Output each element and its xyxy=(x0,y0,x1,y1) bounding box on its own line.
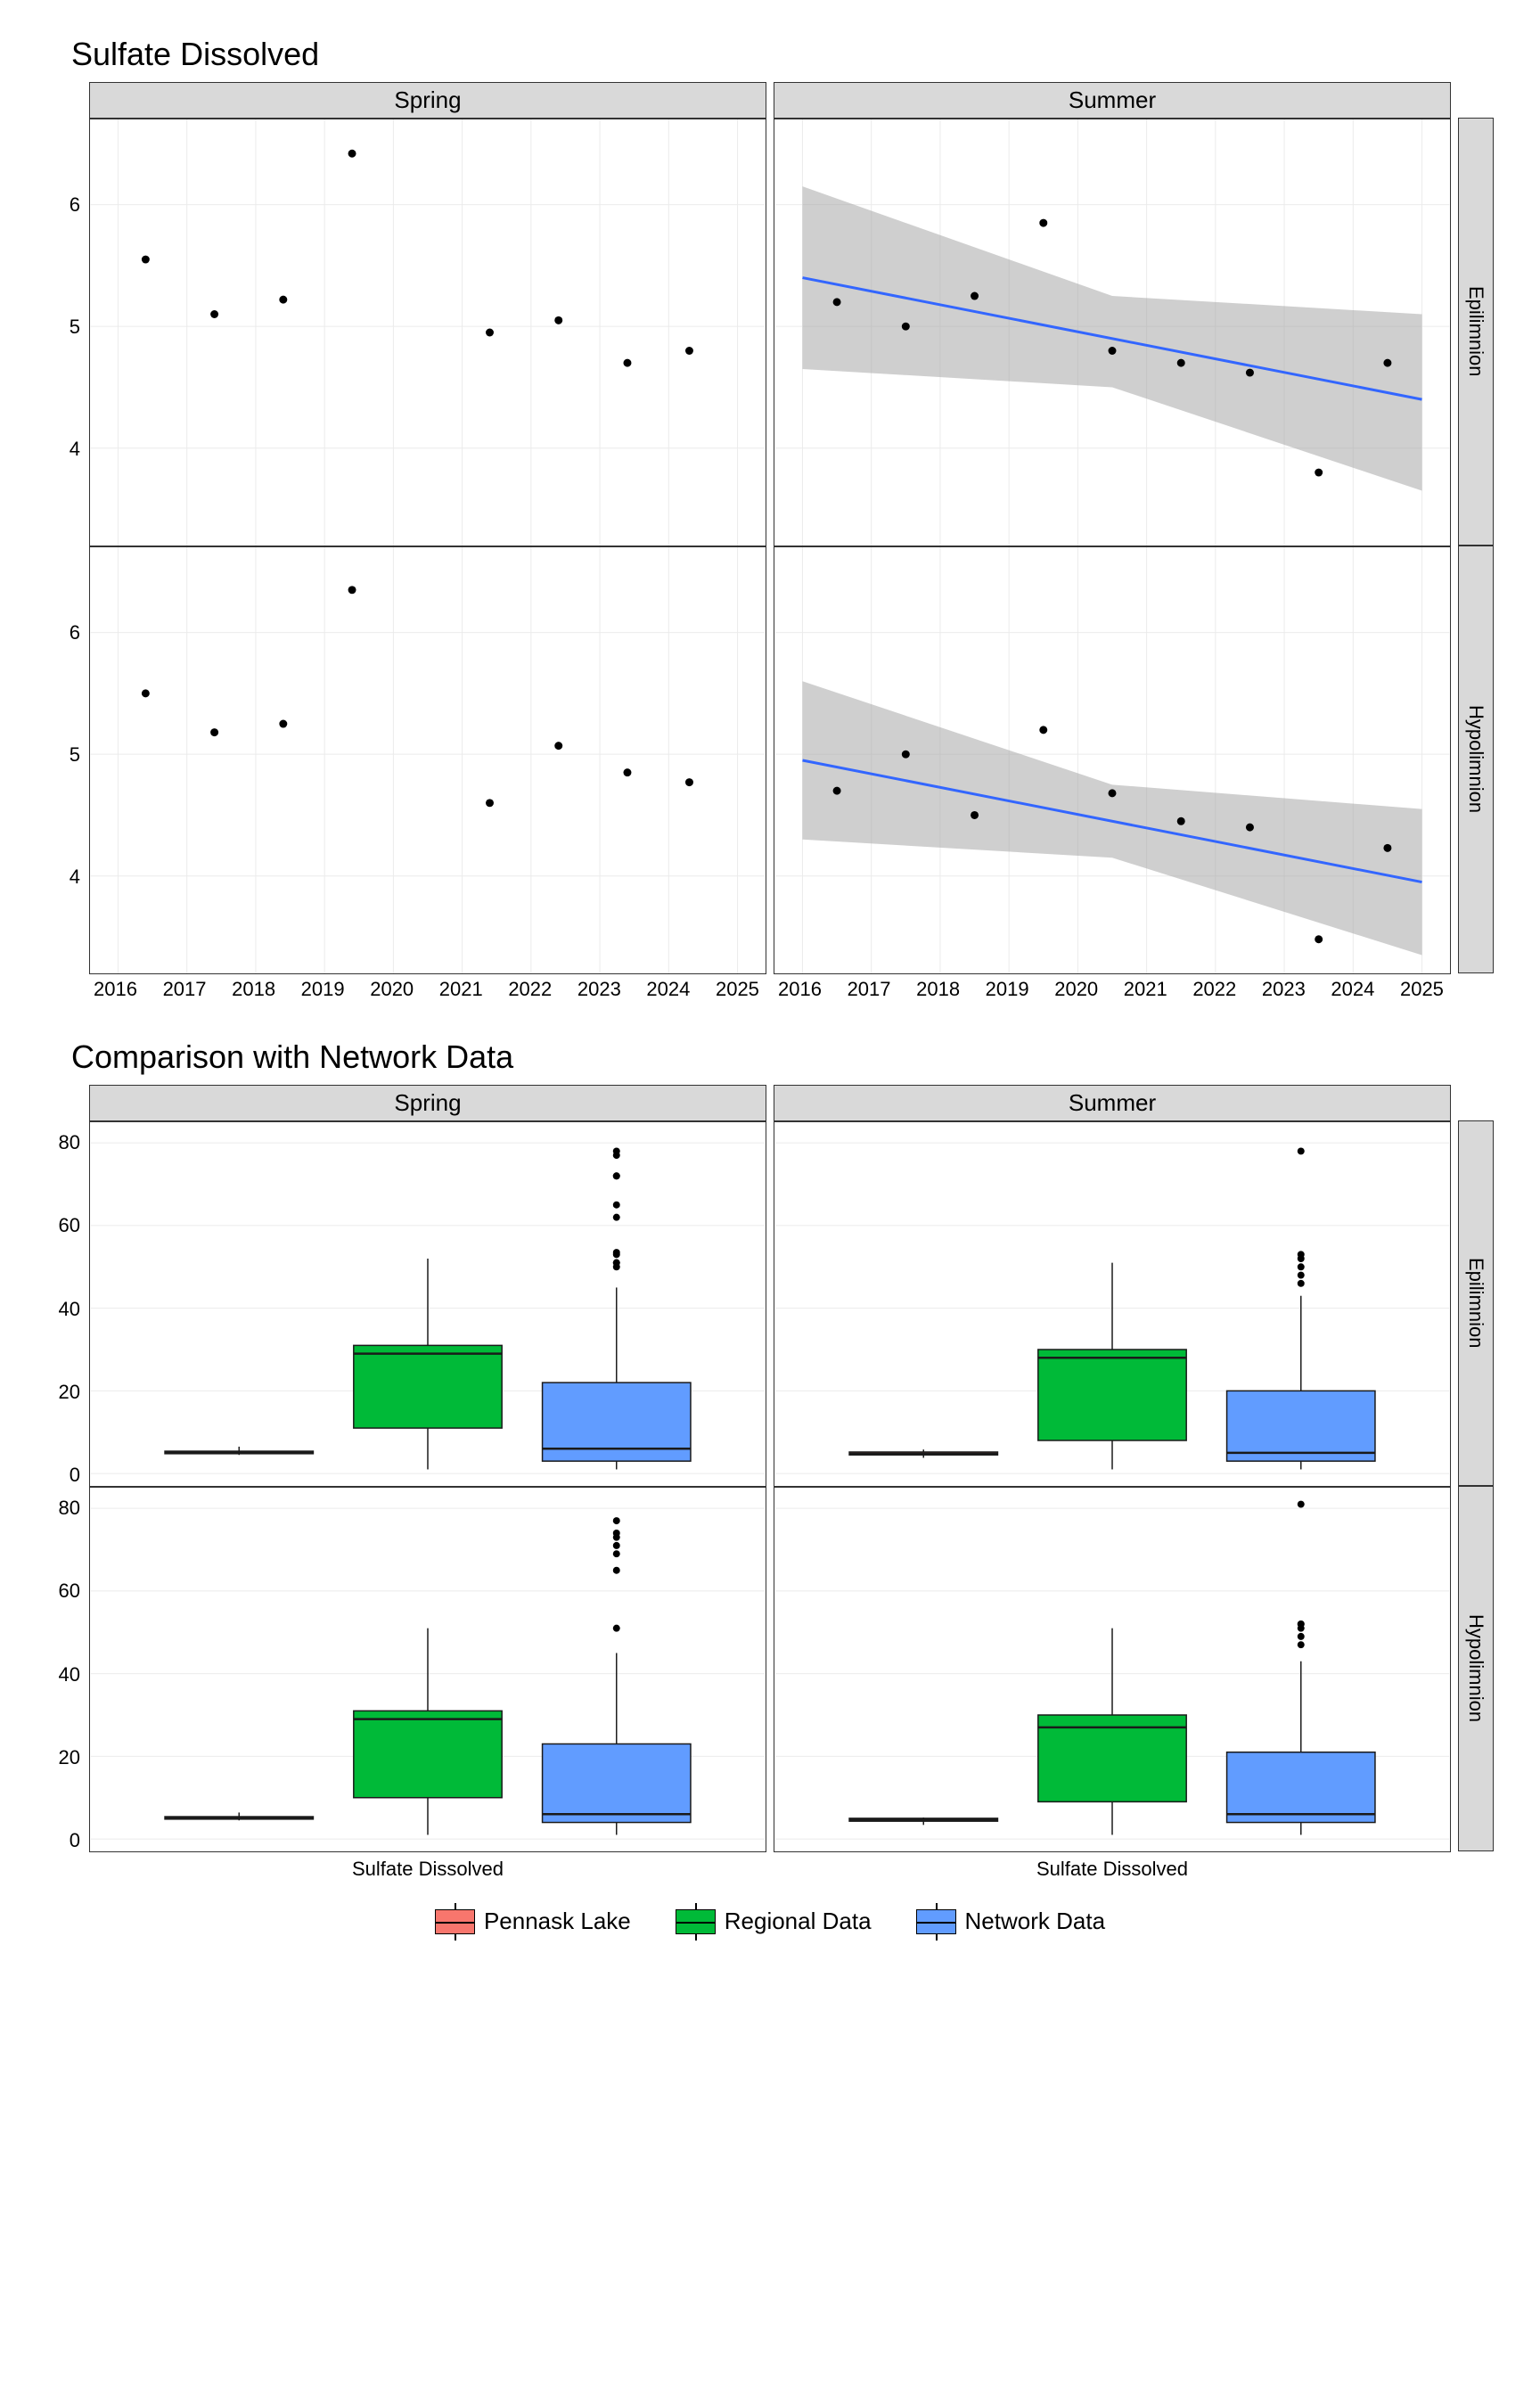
boxplot-panel-3 xyxy=(774,1488,1450,1851)
box-facet-row-1: Hypolimnion xyxy=(1458,1486,1494,1851)
box-facet-col-0: Spring xyxy=(89,1085,766,1121)
box-facet-row-0: Epilimnion xyxy=(1458,1120,1494,1486)
boxplot-figure: Comparison with Network Data Results (mg… xyxy=(0,1021,1540,1953)
scatter-panel-3 xyxy=(774,547,1450,973)
scatter-figure: Sulfate Dissolved Result (mg/L) Spring45… xyxy=(0,0,1540,1021)
legend-key-network xyxy=(916,1909,956,1934)
box-facet-col-1: Summer xyxy=(774,1085,1451,1121)
legend-item-network: Network Data xyxy=(916,1908,1106,1935)
legend-key-pennask xyxy=(435,1909,475,1934)
scatter-panel-0 xyxy=(90,119,766,546)
scatter-title: Sulfate Dissolved xyxy=(71,36,1513,73)
boxplot-panel-2 xyxy=(90,1488,766,1851)
legend-item-regional: Regional Data xyxy=(676,1908,872,1935)
scatter-panel-2 xyxy=(90,547,766,973)
facet-row-0: Epilimnion xyxy=(1458,118,1494,546)
legend-label: Pennask Lake xyxy=(484,1908,631,1935)
scatter-panel-1 xyxy=(774,119,1450,546)
legend-item-pennask: Pennask Lake xyxy=(435,1908,631,1935)
facet-col-1: Summer xyxy=(774,82,1451,119)
facet-col-0: Spring xyxy=(89,82,766,119)
boxplot-title: Comparison with Network Data xyxy=(71,1038,1513,1076)
facet-row-1: Hypolimnion xyxy=(1458,546,1494,973)
boxplot-panel-0 xyxy=(90,1122,766,1486)
legend-key-regional xyxy=(676,1909,716,1934)
boxplot-panel-1 xyxy=(774,1122,1450,1486)
box-x-label-1: Sulfate Dissolved xyxy=(774,1852,1451,1881)
legend-label: Network Data xyxy=(965,1908,1106,1935)
legend-label: Regional Data xyxy=(725,1908,872,1935)
box-x-label-0: Sulfate Dissolved xyxy=(89,1852,766,1881)
legend: Pennask Lake Regional Data Network Data xyxy=(27,1908,1513,1935)
